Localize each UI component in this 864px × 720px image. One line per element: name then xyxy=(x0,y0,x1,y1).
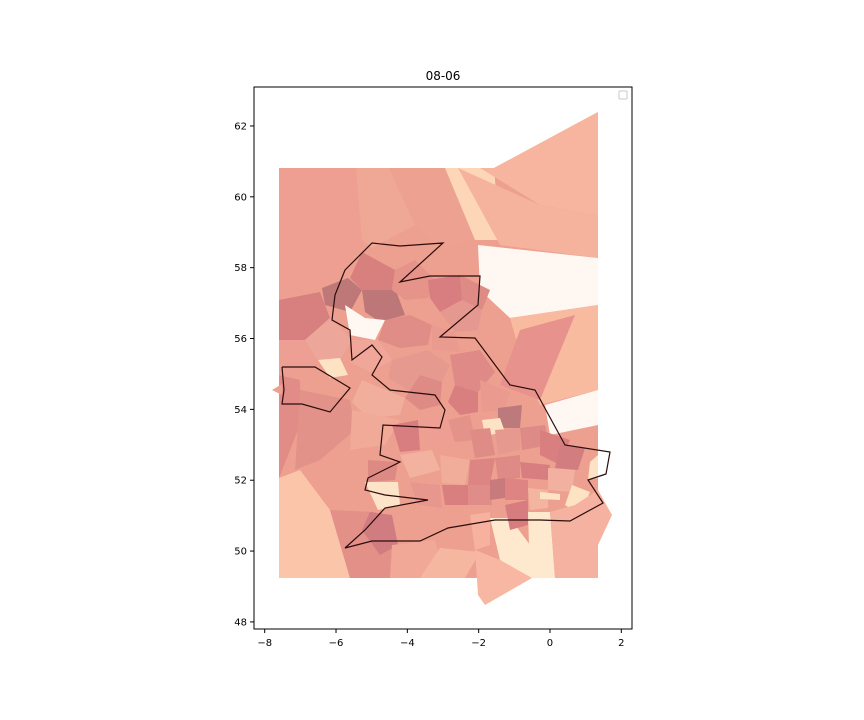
voronoi-cell xyxy=(392,260,435,300)
voronoi-cell xyxy=(540,492,560,500)
voronoi-cell xyxy=(350,340,392,372)
ireland-outline xyxy=(281,366,351,413)
voronoi-cell xyxy=(378,315,432,348)
voronoi-cell xyxy=(405,375,442,410)
axes-frame xyxy=(253,86,633,630)
voronoi-cell xyxy=(528,512,555,578)
voronoi-cell xyxy=(389,168,475,248)
voronoi-cell xyxy=(548,468,575,492)
y-tick-label: 52 xyxy=(234,476,247,487)
voronoi-cell xyxy=(468,485,492,505)
voronoi-cell xyxy=(362,288,405,322)
voronoi-cell xyxy=(356,168,415,248)
voronoi-cell xyxy=(490,478,505,500)
y-tick-label: 60 xyxy=(234,192,247,203)
chart-title: 08-06 xyxy=(426,69,461,83)
voronoi-cell xyxy=(495,428,520,455)
voronoi-cell xyxy=(305,318,352,360)
voronoi-cell xyxy=(505,500,528,530)
voronoi-cell xyxy=(279,340,318,375)
voronoi-cell xyxy=(520,462,550,480)
voronoi-cell xyxy=(428,275,462,312)
voronoi-cell xyxy=(458,168,598,258)
voronoi-cell xyxy=(279,168,362,300)
voronoi-cell xyxy=(448,385,478,415)
voronoi-cell xyxy=(420,415,455,448)
voronoi-cell xyxy=(279,375,300,478)
voronoi-cell xyxy=(478,245,598,318)
voronoi-cell xyxy=(500,315,575,400)
voronoi-cell xyxy=(350,410,400,450)
x-tick-label: 0 xyxy=(547,638,553,649)
x-tick-label: 2 xyxy=(618,638,624,649)
voronoi-cell xyxy=(322,278,362,312)
voronoi-cell xyxy=(392,420,420,452)
voronoi-cell xyxy=(448,415,475,442)
y-tick-label: 62 xyxy=(234,121,247,132)
voronoi-cell xyxy=(440,455,470,485)
voronoi-cell xyxy=(468,458,495,485)
x-tick-label: −4 xyxy=(400,638,415,649)
voronoi-cell xyxy=(365,482,400,510)
voronoi-cell xyxy=(480,112,598,215)
voronoi-cell xyxy=(352,380,405,418)
y-axis-ticks: 48 50 52 54 56 58 60 62 xyxy=(234,121,254,628)
voronoi-cell xyxy=(470,428,495,458)
x-tick-label: −2 xyxy=(471,638,486,649)
voronoi-cell xyxy=(505,478,528,500)
voronoi-cell xyxy=(350,252,395,290)
voronoi-cell xyxy=(295,390,355,470)
voronoi-cell xyxy=(400,450,440,478)
coastline-outline xyxy=(331,242,611,549)
voronoi-cell xyxy=(420,548,480,578)
voronoi-cell xyxy=(490,518,530,578)
voronoi-cell xyxy=(272,384,282,395)
legend-box xyxy=(618,90,628,100)
y-tick-label: 54 xyxy=(234,405,247,416)
voronoi-regions xyxy=(272,112,612,605)
voronoi-cell xyxy=(345,305,385,340)
voronoi-cell xyxy=(475,550,532,605)
y-tick-label: 50 xyxy=(234,547,247,558)
voronoi-cell xyxy=(318,358,348,378)
voronoi-cell xyxy=(442,485,468,505)
voronoi-cell xyxy=(588,455,598,480)
voronoi-cell xyxy=(440,300,482,332)
voronoi-cell xyxy=(279,470,350,578)
voronoi-cell xyxy=(498,405,522,428)
x-tick-label: −6 xyxy=(329,638,344,649)
voronoi-cell xyxy=(555,445,585,470)
y-tick-label: 56 xyxy=(234,334,247,345)
y-tick-label: 58 xyxy=(234,263,247,274)
voronoi-cell xyxy=(480,380,510,412)
x-axis-ticks: −8 −6 −4 −2 0 2 xyxy=(257,629,624,649)
voronoi-cell xyxy=(432,325,460,352)
voronoi-cell xyxy=(495,455,520,480)
voronoi-cell xyxy=(460,275,490,310)
x-tick-label: −8 xyxy=(257,638,272,649)
voronoi-cell xyxy=(279,292,330,340)
y-tick-label: 48 xyxy=(234,617,247,628)
voronoi-cell xyxy=(545,390,598,435)
